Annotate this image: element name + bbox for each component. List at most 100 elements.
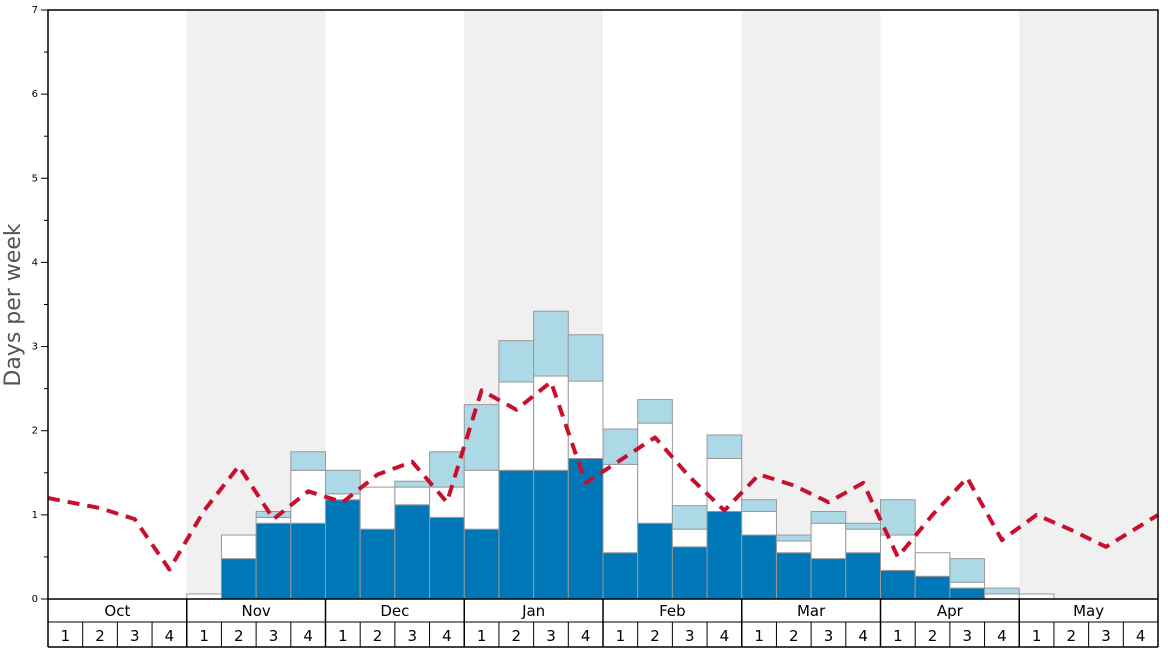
week-label-mar-4: 4 bbox=[858, 627, 868, 645]
bar-dark-23 bbox=[845, 552, 881, 600]
week-label-mar-1: 1 bbox=[754, 627, 764, 645]
week-label-may-2: 2 bbox=[1067, 627, 1077, 645]
bar-light-12 bbox=[463, 404, 500, 471]
bar-white-12 bbox=[463, 469, 500, 530]
week-label-jan-2: 2 bbox=[512, 627, 522, 645]
bar-light-8 bbox=[325, 469, 361, 495]
bar-light-13 bbox=[498, 340, 535, 383]
month-label-feb: Feb bbox=[659, 602, 686, 620]
bar-white-6 bbox=[255, 516, 292, 524]
bar-dark-24 bbox=[880, 569, 916, 600]
bar-dark-26 bbox=[949, 587, 986, 600]
bar-white-19 bbox=[706, 457, 743, 512]
bar-dark-21 bbox=[775, 552, 812, 600]
bar-dark-10 bbox=[394, 504, 431, 600]
week-label-may-3: 3 bbox=[1101, 627, 1111, 645]
week-label-may-1: 1 bbox=[1032, 627, 1042, 645]
week-label-oct-2: 2 bbox=[95, 627, 105, 645]
week-label-mar-3: 3 bbox=[824, 627, 834, 645]
bar-dark-13 bbox=[498, 469, 535, 600]
bar-light-18 bbox=[671, 505, 708, 530]
bar-light-22 bbox=[810, 510, 847, 524]
bar-white-7 bbox=[290, 469, 326, 524]
week-label-nov-4: 4 bbox=[303, 627, 313, 645]
month-label-mar: Mar bbox=[797, 602, 826, 620]
y-tick-label-3: 3 bbox=[32, 342, 38, 353]
bar-light-21 bbox=[775, 534, 812, 542]
week-label-feb-2: 2 bbox=[650, 627, 660, 645]
bar-light-20 bbox=[741, 499, 777, 512]
bar-dark-5 bbox=[220, 558, 257, 600]
week-label-feb-4: 4 bbox=[720, 627, 730, 645]
week-label-apr-3: 3 bbox=[962, 627, 972, 645]
bar-dark-9 bbox=[359, 528, 396, 600]
week-label-oct-4: 4 bbox=[165, 627, 175, 645]
week-label-oct-1: 1 bbox=[61, 627, 71, 645]
average-line-path bbox=[47, 379, 1160, 572]
week-label-oct-3: 3 bbox=[130, 627, 140, 645]
week-label-dec-4: 4 bbox=[442, 627, 452, 645]
bar-light-14 bbox=[533, 310, 569, 377]
bar-dark-6 bbox=[255, 522, 292, 600]
week-label-jan-1: 1 bbox=[477, 627, 487, 645]
average-line bbox=[47, 379, 1160, 572]
bar-light-7 bbox=[290, 451, 326, 471]
y-tick-label-2: 2 bbox=[32, 426, 38, 437]
bar-light-10 bbox=[394, 480, 431, 488]
week-label-nov-1: 1 bbox=[199, 627, 209, 645]
month-label-dec: Dec bbox=[380, 602, 409, 620]
bar-dark-16 bbox=[602, 552, 639, 600]
bar-light-23 bbox=[845, 522, 881, 530]
y-tick-label-6: 6 bbox=[32, 89, 38, 100]
month-label-may: May bbox=[1073, 602, 1104, 620]
month-shading-bands bbox=[186, 10, 1158, 599]
week-label-dec-2: 2 bbox=[373, 627, 383, 645]
bar-white-10 bbox=[394, 486, 431, 506]
bar-dark-18 bbox=[671, 546, 708, 600]
y-tick-label-1: 1 bbox=[32, 510, 38, 521]
bar-dark-15 bbox=[567, 457, 604, 600]
week-label-jan-3: 3 bbox=[546, 627, 556, 645]
week-label-mar-2: 2 bbox=[789, 627, 799, 645]
month-label-jan: Jan bbox=[521, 602, 545, 620]
month-label-nov: Nov bbox=[241, 602, 270, 620]
bar-light-19 bbox=[706, 434, 743, 459]
bar-white-26 bbox=[949, 581, 986, 589]
week-label-dec-3: 3 bbox=[407, 627, 417, 645]
bar-white-13 bbox=[498, 381, 535, 471]
bar-dark-25 bbox=[914, 575, 951, 600]
y-tick-label-5: 5 bbox=[32, 173, 38, 184]
bar-dark-22 bbox=[810, 558, 847, 600]
week-label-nov-3: 3 bbox=[269, 627, 279, 645]
y-tick-label-4: 4 bbox=[32, 257, 38, 268]
bar-dark-11 bbox=[429, 516, 465, 600]
bar-white-25 bbox=[914, 552, 951, 577]
bar-white-20 bbox=[741, 510, 777, 536]
bar-dark-17 bbox=[637, 522, 673, 600]
bar-white-11 bbox=[429, 486, 465, 518]
week-label-jan-4: 4 bbox=[581, 627, 591, 645]
week-label-nov-2: 2 bbox=[234, 627, 244, 645]
month-band-may bbox=[1019, 10, 1158, 599]
week-label-feb-3: 3 bbox=[685, 627, 695, 645]
month-label-apr: Apr bbox=[937, 602, 964, 620]
week-label-dec-1: 1 bbox=[338, 627, 348, 645]
bar-white-9 bbox=[359, 486, 396, 530]
bar-light-6 bbox=[255, 510, 292, 518]
bar-dark-14 bbox=[533, 469, 569, 600]
bar-white-16 bbox=[602, 463, 639, 554]
y-tick-label-0: 0 bbox=[32, 594, 38, 605]
bar-white-21 bbox=[775, 540, 812, 554]
week-label-feb-1: 1 bbox=[616, 627, 626, 645]
bar-white-5 bbox=[220, 534, 257, 560]
bar-light-27 bbox=[984, 587, 1020, 595]
bar-light-26 bbox=[949, 558, 986, 583]
bar-light-17 bbox=[637, 399, 673, 424]
y-tick-label-7: 7 bbox=[32, 5, 38, 16]
bar-dark-7 bbox=[290, 522, 326, 600]
bar-white-22 bbox=[810, 522, 847, 560]
week-label-may-4: 4 bbox=[1136, 627, 1146, 645]
bar-white-27 bbox=[984, 593, 1020, 600]
bar-light-15 bbox=[567, 334, 604, 382]
